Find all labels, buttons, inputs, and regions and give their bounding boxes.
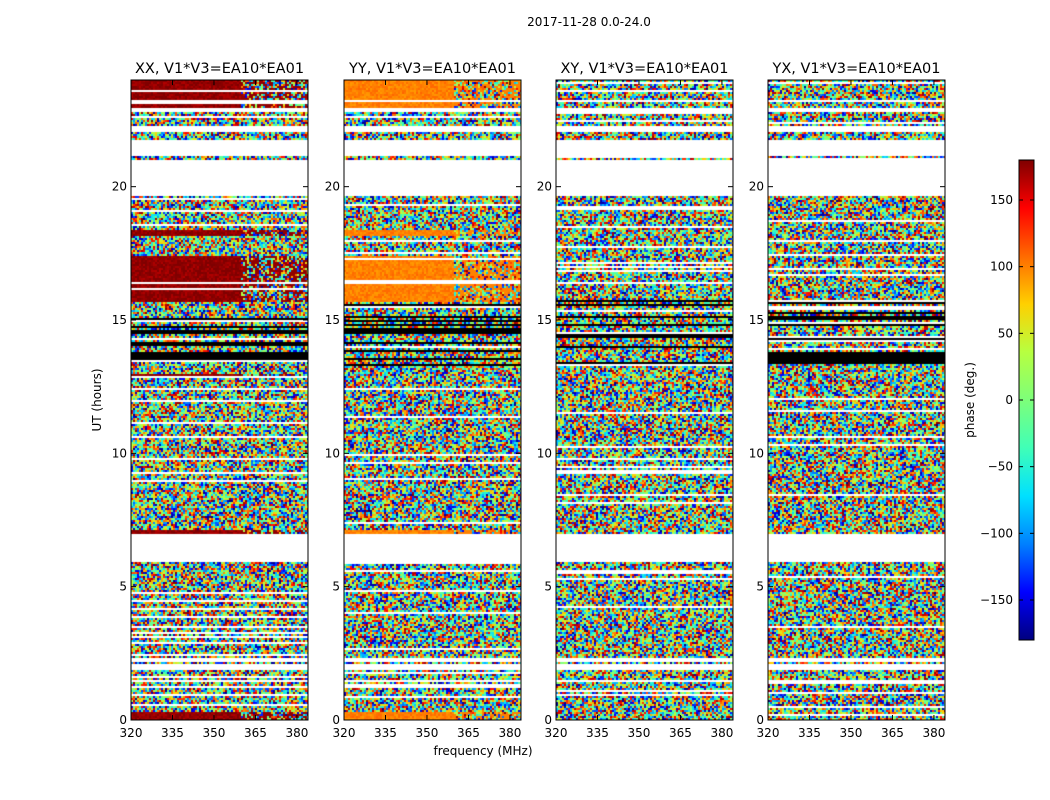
panel-yx: YX, V1*V3=EA10*EA01 320 335 350 365 380 0 5 10 15… [749, 61, 946, 740]
x-tick-label: 380 [498, 726, 521, 740]
y-tick-label: 0 [544, 713, 552, 727]
x-tick-label: 365 [457, 726, 480, 740]
y-tick-label: 0 [119, 713, 127, 727]
x-tick-label: 350 [840, 726, 863, 740]
y-tick-label: 20 [112, 180, 127, 194]
x-tick-label: 320 [333, 726, 356, 740]
colorbar-tick-label: −150 [980, 593, 1013, 607]
y-tick-label: 15 [112, 313, 127, 327]
colorbar-label: phase (deg.) [963, 362, 977, 438]
y-tick-label: 0 [756, 713, 764, 727]
y-tick-label: 5 [332, 580, 340, 594]
x-tick-label: 365 [244, 726, 267, 740]
x-tick-label: 380 [922, 726, 945, 740]
x-tick-label: 350 [203, 726, 226, 740]
y-tick-label: 20 [537, 180, 552, 194]
y-tick-label: 0 [332, 713, 340, 727]
figure-title: 2017-11-28 0.0-24.0 [527, 15, 651, 29]
panel-xy: XY, V1*V3=EA10*EA01 320 335 350 365 380 0 5 10 15… [537, 61, 734, 740]
x-tick-label: 350 [416, 726, 439, 740]
panel-title: XX, V1*V3=EA10*EA01 [135, 61, 304, 77]
panel-frame [555, 79, 734, 721]
colorbar-tick-label: 100 [990, 260, 1013, 274]
phase-heatmap-xx [131, 80, 308, 720]
x-tick-label: 320 [120, 726, 143, 740]
x-tick-label: 365 [881, 726, 904, 740]
x-tick-label: 335 [798, 726, 821, 740]
panel-yy: YY, V1*V3=EA10*EA01 320 335 350 365 380 0 5 10 15… [325, 61, 522, 740]
colorbar-tick-label: 0 [1005, 393, 1013, 407]
y-tick-label: 15 [749, 313, 764, 327]
y-tick-label: 10 [112, 446, 127, 460]
y-tick-label: 10 [749, 446, 764, 460]
panel-xx: XX, V1*V3=EA10*EA01 320 335 350 365 380 0 5 10 15… [112, 61, 309, 740]
y-tick-label: 20 [325, 180, 340, 194]
colorbar-tick-label: −100 [980, 526, 1013, 540]
panel-frame [343, 79, 522, 721]
y-tick-label: 10 [325, 446, 340, 460]
x-tick-label: 320 [757, 726, 780, 740]
x-tick-label: 335 [586, 726, 609, 740]
x-tick-label: 365 [669, 726, 692, 740]
colorbar-tick-label: −50 [988, 460, 1013, 474]
y-tick-label: 10 [537, 446, 552, 460]
colorbar-tick-label: 50 [998, 326, 1013, 340]
colorbar-tick-label: 150 [990, 193, 1013, 207]
x-tick-label: 380 [285, 726, 308, 740]
y-tick-label: 5 [756, 580, 764, 594]
phase-heatmap-yx [768, 80, 945, 720]
phase-heatmap-yy [344, 80, 521, 720]
phase-heatmap-xy [556, 80, 733, 720]
panel-frame [767, 79, 946, 721]
y-tick-label: 15 [325, 313, 340, 327]
x-tick-label: 320 [545, 726, 568, 740]
panel-title: YY, V1*V3=EA10*EA01 [348, 61, 516, 77]
x-tick-label: 335 [374, 726, 397, 740]
y-tick-label: 5 [544, 580, 552, 594]
y-tick-label: 5 [119, 580, 127, 594]
panel-frame [130, 79, 309, 721]
x-tick-label: 350 [628, 726, 651, 740]
x-axis-label: frequency (MHz) [433, 744, 532, 758]
x-tick-label: 380 [710, 726, 733, 740]
y-tick-label: 15 [537, 313, 552, 327]
y-tick-label: 20 [749, 180, 764, 194]
panel-title: YX, V1*V3=EA10*EA01 [771, 61, 940, 77]
colorbar: 150 100 50 0 −50 −100 −150 [980, 159, 1035, 641]
x-tick-label: 335 [161, 726, 184, 740]
y-axis-label: UT (hours) [90, 368, 104, 431]
panel-title: XY, V1*V3=EA10*EA01 [560, 61, 728, 77]
